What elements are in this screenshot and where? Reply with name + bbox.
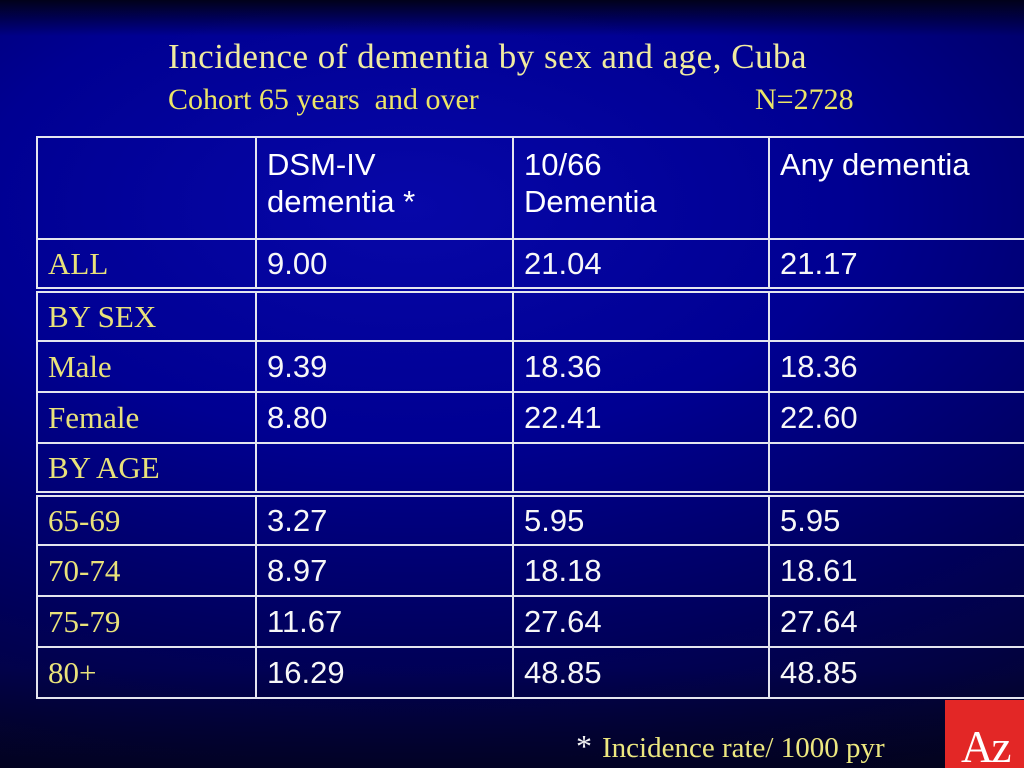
value-cell xyxy=(512,287,770,342)
value-cell: 3.27 xyxy=(255,491,514,546)
value-cell xyxy=(255,442,514,495)
cohort-n-label: N=2728 xyxy=(755,83,854,116)
table-row: Male 9.39 18.36 18.36 xyxy=(36,340,1024,393)
value-cell: 8.97 xyxy=(255,544,514,597)
slide-subtitle: Cohort 65 years and over xyxy=(168,83,479,116)
table-header: DSM-IV dementia * 10/66 Dementia Any demen… xyxy=(36,136,1024,240)
value-cell: 9.39 xyxy=(255,340,514,393)
row-label-cell: ALL xyxy=(36,238,257,291)
value-cell: 8.80 xyxy=(255,391,514,444)
value-cell: 21.04 xyxy=(512,238,770,291)
value-cell: 18.36 xyxy=(768,340,1024,393)
value-cell xyxy=(768,442,1024,495)
asterisk-marker: * xyxy=(576,728,592,764)
incidence-table: DSM-IV dementia * 10/66 Dementia Any demen… xyxy=(36,136,1024,699)
table-row: 70-74 8.97 18.18 18.61 xyxy=(36,544,1024,597)
row-label-cell: Male xyxy=(36,340,257,393)
footnote: * Incidence rate/ 1000 pyr xyxy=(576,728,885,765)
table-row: BY SEX xyxy=(36,287,1024,342)
corner-header-cell xyxy=(36,136,257,240)
column-header-cell: 10/66 Dementia xyxy=(512,136,770,240)
table-row: 75-79 11.67 27.64 27.64 xyxy=(36,595,1024,648)
value-cell: 27.64 xyxy=(768,595,1024,648)
row-label-cell: Female xyxy=(36,391,257,444)
value-cell xyxy=(512,442,770,495)
table-row: BY AGE xyxy=(36,442,1024,495)
value-cell xyxy=(768,287,1024,342)
value-cell: 9.00 xyxy=(255,238,514,291)
value-cell: 27.64 xyxy=(512,595,770,648)
column-header-cell: Any dementia xyxy=(768,136,1024,240)
table-row: 80+ 16.29 48.85 48.85 xyxy=(36,646,1024,699)
value-cell: 22.41 xyxy=(512,391,770,444)
value-cell: 21.17 xyxy=(768,238,1024,291)
value-cell: 18.18 xyxy=(512,544,770,597)
value-cell: 48.85 xyxy=(768,646,1024,699)
astrazeneca-logo: Az xyxy=(945,700,1024,768)
value-cell: 5.95 xyxy=(512,491,770,546)
row-label-cell: 75-79 xyxy=(36,595,257,648)
row-label-cell: 70-74 xyxy=(36,544,257,597)
value-cell: 18.36 xyxy=(512,340,770,393)
value-cell: 48.85 xyxy=(512,646,770,699)
row-label-cell: BY AGE xyxy=(36,442,257,495)
row-label-cell: 80+ xyxy=(36,646,257,699)
value-cell: 22.60 xyxy=(768,391,1024,444)
table-row: ALL 9.00 21.04 21.17 xyxy=(36,238,1024,291)
table-row: Female 8.80 22.41 22.60 xyxy=(36,391,1024,444)
row-label-cell: 65-69 xyxy=(36,491,257,546)
footnote-text: Incidence rate/ 1000 pyr xyxy=(602,732,885,764)
value-cell: 16.29 xyxy=(255,646,514,699)
row-label-cell: BY SEX xyxy=(36,287,257,342)
logo-text: Az xyxy=(961,722,1012,768)
value-cell: 11.67 xyxy=(255,595,514,648)
value-cell xyxy=(255,287,514,342)
slide-title: Incidence of dementia by sex and age, Cu… xyxy=(168,37,808,76)
value-cell: 18.61 xyxy=(768,544,1024,597)
value-cell: 5.95 xyxy=(768,491,1024,546)
table-body: ALL 9.00 21.04 21.17 BY SEX Male 9.39 18.36 18.3… xyxy=(36,238,1024,699)
table-row: 65-69 3.27 5.95 5.95 xyxy=(36,491,1024,546)
table-header-row: DSM-IV dementia * 10/66 Dementia Any demen… xyxy=(36,136,1024,240)
column-header-cell: DSM-IV dementia * xyxy=(255,136,514,240)
